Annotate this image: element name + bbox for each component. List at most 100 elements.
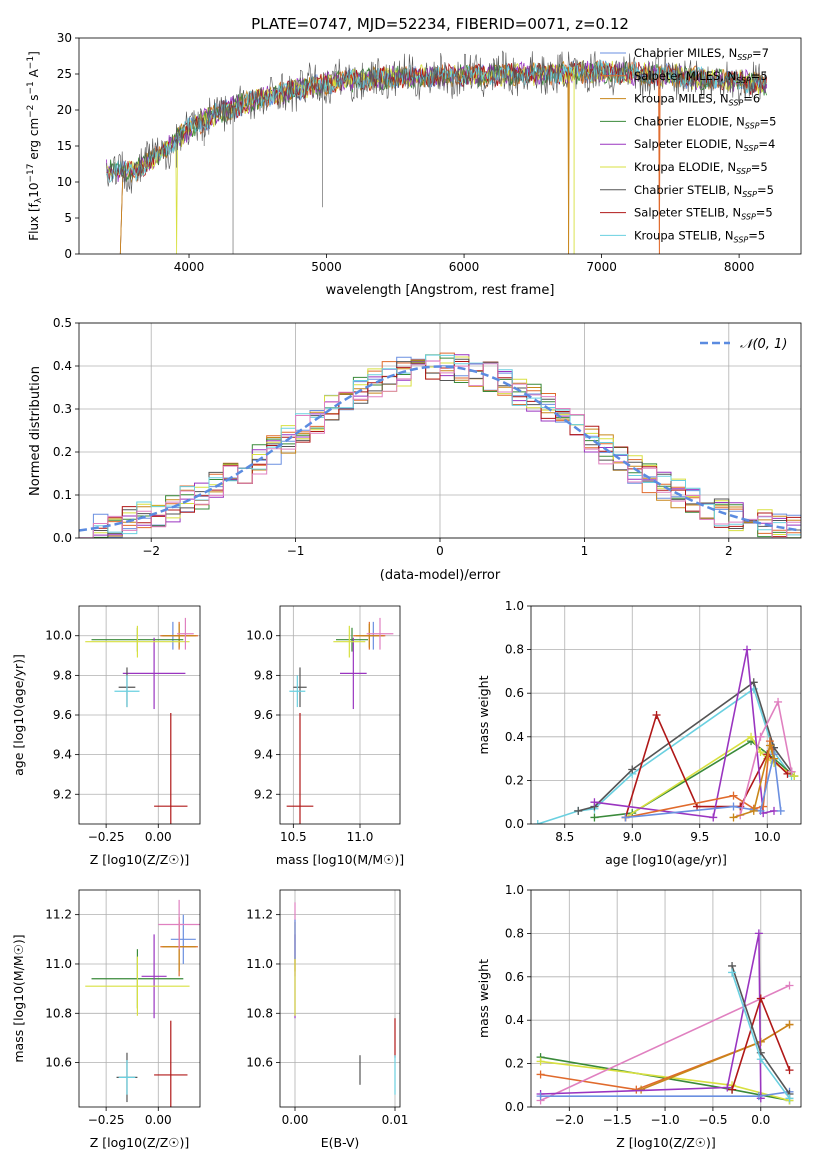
legend-label: 𝒩(0, 1): [740, 337, 787, 352]
x-tick-label: 8.5: [555, 830, 574, 844]
x-tick-label: −1: [287, 544, 305, 558]
weight-marker: [743, 645, 751, 654]
weight-marker: [756, 732, 765, 741]
legend-label: Salpeter MILES, NSSP=5: [634, 69, 768, 85]
weight-marker: [774, 697, 783, 706]
spectrum-series-line: [106, 50, 767, 194]
plot-area: [536, 929, 794, 1105]
spectrum-series-line: [106, 60, 767, 182]
x-tick-label: 4000: [174, 260, 205, 274]
weight-marker: [756, 806, 765, 815]
x-tick-label: −2: [142, 544, 160, 558]
y-tick-label: 9.4: [53, 748, 72, 762]
y-tick-label: 0.8: [505, 926, 524, 940]
y-axis-label: Normed distribution: [28, 366, 43, 496]
weight-marker: [756, 994, 765, 1003]
y-tick-label: 0.0: [505, 1100, 524, 1114]
y-axis-label: mass [log10(M/M☉)]: [11, 934, 26, 1062]
weight-marker: [652, 711, 661, 719]
x-tick-label: 11.0: [347, 830, 374, 844]
weight-marker: [574, 806, 583, 815]
weight-marker: [628, 765, 637, 774]
legend: Chabrier MILES, NSSP=7 Salpeter MILES, NS…: [600, 46, 776, 244]
y-tick-label: 10.6: [45, 1056, 72, 1070]
weight-marker: [536, 1057, 545, 1066]
plot-area: [85, 899, 200, 1107]
y-tick-label: 9.4: [254, 748, 273, 762]
weight-marker: [590, 813, 599, 822]
plot-area: [79, 352, 801, 538]
y-tick-label: 11.2: [246, 908, 273, 922]
y-tick-label: 10.6: [246, 1056, 273, 1070]
legend-label: Chabrier ELODIE, NSSP=5: [634, 114, 776, 130]
y-tick-label: 1.0: [505, 599, 524, 613]
x-axis-label: mass [log10(M/M☉)]: [276, 852, 404, 867]
axes-frame: [530, 889, 802, 1108]
y-tick-label: 15: [57, 139, 72, 153]
y-tick-label: 11.0: [246, 957, 273, 971]
weight-marker: [785, 1020, 794, 1029]
y-tick-label: 30: [57, 31, 72, 45]
y-tick-label: 0.6: [505, 686, 524, 700]
weight-marker: [729, 802, 738, 811]
spectrum-series-line: [106, 59, 767, 183]
y-tick-label: 9.6: [254, 708, 273, 722]
weight-series-line: [540, 933, 762, 1099]
plot-area: [85, 617, 198, 824]
x-tick-label: 9.5: [690, 830, 709, 844]
y-axis-label: age [log10(age/yr)]: [11, 654, 26, 776]
weight-marker: [783, 769, 792, 778]
weight-marker: [754, 929, 763, 938]
x-axis-label: Z [log10(Z/Z☉)]: [90, 852, 190, 867]
axes-frame: [279, 889, 401, 1108]
x-axis-label: age [log10(age/yr)]: [605, 852, 727, 867]
y-tick-label: 0.0: [505, 817, 524, 831]
panel-age-vs-Z: −0.25 0.00 9.2 9.4 9.6 9.8 10.0 Z [log10(Z/Z☉)]…: [11, 605, 201, 867]
y-tick-label: 5: [64, 211, 72, 225]
y-tick-label: 0.8: [505, 643, 524, 657]
weight-series-line: [578, 681, 793, 812]
y-tick-label: 10.0: [246, 629, 273, 643]
weight-marker: [729, 791, 738, 800]
x-tick-label: 2: [725, 544, 733, 558]
x-tick-label: −0.5: [698, 1113, 727, 1127]
histogram-step: [79, 356, 801, 538]
x-tick-label: 6000: [449, 260, 480, 274]
y-axis-label: mass weight: [476, 959, 491, 1038]
y-tick-label: 0.6: [505, 970, 524, 984]
y-tick-label: 10.0: [45, 629, 72, 643]
weight-marker: [749, 678, 758, 687]
y-tick-label: 0.4: [505, 730, 524, 744]
weight-marker: [590, 798, 599, 807]
y-tick-label: 1.0: [505, 883, 524, 897]
weight-marker: [785, 1066, 794, 1075]
weight-marker: [536, 1070, 545, 1079]
y-tick-label: 10: [57, 175, 72, 189]
y-tick-label: 0.1: [53, 488, 72, 502]
plot-area: [533, 645, 799, 824]
weight-marker: [749, 806, 758, 815]
weight-marker: [790, 772, 799, 781]
y-tick-label: 20: [57, 103, 72, 117]
legend-label: Kroupa ELODIE, NSSP=5: [634, 160, 768, 176]
x-tick-label: 7000: [586, 260, 617, 274]
panel-residuals: −2 −1 0 1 2 0.0 0.1 0.2 0.3 0.4 0.5 (data-model)/er…: [28, 316, 802, 583]
axes-frame: [279, 605, 401, 825]
weight-marker: [785, 1094, 794, 1103]
weight-marker: [728, 1085, 737, 1094]
spectrum-series-line: [119, 60, 767, 254]
legend-label: Salpeter STELIB, NSSP=5: [634, 206, 773, 222]
panel-weight-vs-age: 8.5 9.0 9.5 10.0 0.0 0.2 0.4 0.6 0.8 1.0 age [log1…: [476, 599, 802, 867]
weight-marker: [776, 806, 785, 815]
y-tick-label: 0.5: [53, 316, 72, 330]
x-tick-label: −0.25: [88, 1113, 125, 1127]
panel-mass-vs-Z: −0.25 0.00 10.6 10.8 11.0 11.2 Z [log10(Z/Z☉)]…: [11, 889, 201, 1150]
weight-marker: [621, 813, 630, 822]
y-tick-label: 0.4: [505, 1013, 524, 1027]
panel-weight-vs-Z: −2.0 −1.5 −1.0 −0.5 0.0 0.0 0.2 0.4 0.6 0.8 1.0 Z […: [476, 883, 802, 1150]
x-axis-label: Z [log10(Z/Z☉)]: [616, 1135, 716, 1150]
weight-marker: [747, 732, 756, 741]
weight-marker: [765, 741, 774, 750]
y-tick-label: 0.4: [53, 359, 72, 373]
legend-label: Kroupa STELIB, NSSP=5: [634, 228, 765, 244]
